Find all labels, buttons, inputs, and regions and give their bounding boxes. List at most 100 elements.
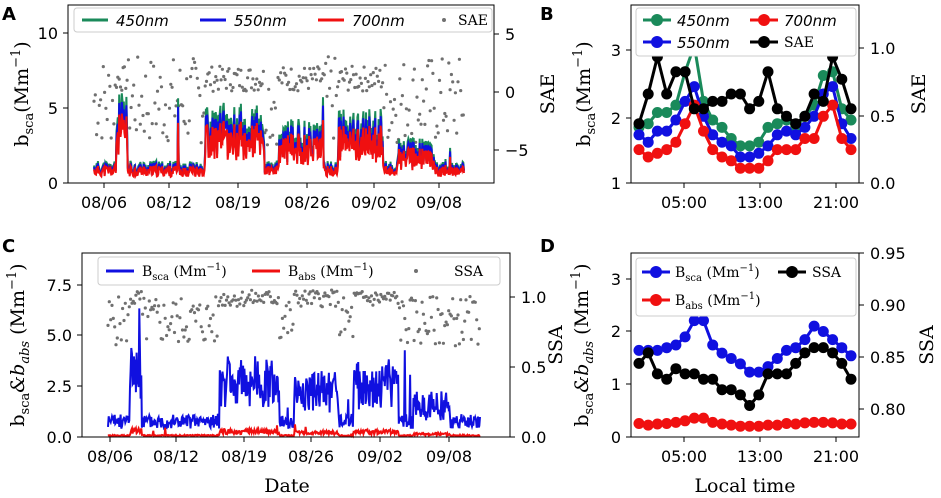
C-series-dot	[332, 290, 336, 294]
C-series-dot	[415, 310, 419, 314]
D-series-point-bsca-mm-1-	[661, 342, 673, 354]
D-series-point-babs-mm-1-	[836, 418, 848, 430]
A-series-dot	[155, 89, 160, 93]
A-series-dot	[235, 73, 239, 77]
D-series-point-babs-mm-1-	[688, 412, 700, 424]
A-series-dot	[350, 64, 354, 68]
panel-d-frame	[630, 252, 860, 438]
A-series-dot	[218, 64, 222, 68]
B-series-point-550nm	[799, 121, 811, 133]
B-series-point-700nm	[836, 133, 848, 144]
C-series-dot	[214, 295, 218, 299]
A-series-dot	[301, 76, 305, 80]
A-series-dot	[448, 88, 452, 92]
C-series-dot	[280, 316, 284, 320]
D-series-point-bsca-mm-1-	[827, 334, 839, 346]
C-series-dot	[204, 307, 209, 311]
A-series-dot	[252, 88, 256, 92]
D-series-point-bsca-mm-1-	[753, 366, 765, 378]
D-series-point-bsca-mm-1-	[781, 344, 792, 356]
A-series-dot	[109, 136, 113, 140]
C-series-dot	[375, 293, 379, 297]
panel-b-ylabel: bsca(Mm−1)	[571, 41, 599, 146]
A-series-dot	[363, 76, 367, 80]
B-series-point-sae	[734, 88, 746, 100]
A-series-dot	[339, 70, 344, 74]
C-series-dot	[196, 308, 201, 312]
panel-d-series	[633, 315, 857, 432]
C-series-dot	[236, 298, 240, 302]
B-series-point-550nm	[790, 129, 802, 141]
panel-b-y2tick-2: 1.0	[870, 39, 895, 58]
panel-letter-a: A	[2, 4, 16, 25]
A-series-dot	[271, 133, 275, 137]
A-series-dot	[240, 85, 244, 89]
A-series-dot	[304, 76, 308, 80]
A-series-dot	[133, 118, 137, 122]
C-series-dot	[111, 316, 115, 320]
C-series-dot	[335, 289, 339, 293]
A-series-dot	[193, 60, 197, 64]
panel-b-series	[633, 40, 857, 174]
A-series-dot	[256, 88, 260, 92]
B-series-point-sae	[688, 103, 700, 115]
B-series-point-sae	[845, 103, 857, 115]
panel-b-frame	[630, 4, 860, 184]
C-series-dot	[400, 300, 404, 304]
panel-a-ylabel: bsca(Mm−1)	[9, 41, 37, 146]
A-series-dot	[93, 93, 97, 97]
C-series-dot	[469, 337, 473, 341]
A-series-dot	[128, 126, 132, 130]
D-series-point-babs-mm-1-	[790, 418, 802, 430]
A-series-dot	[202, 111, 206, 115]
A-series-dot	[159, 85, 164, 89]
A-series-dot	[269, 107, 273, 111]
C-series-dot	[276, 296, 280, 300]
D-series-point-ssa	[753, 389, 765, 401]
D-series-point-ssa	[808, 342, 820, 354]
A-series-dot	[308, 67, 312, 71]
C-series-dot	[155, 310, 159, 314]
A-series-dot	[197, 86, 201, 90]
A-series-dot	[253, 82, 258, 86]
panel-a-xtick-0: 08/06	[81, 193, 127, 212]
C-series-dot	[347, 319, 351, 323]
A-series-dot	[178, 68, 182, 72]
A-series-dot	[426, 64, 430, 68]
C-series-dot	[403, 316, 407, 321]
C-series-dot	[437, 341, 441, 345]
C-series-dot	[300, 294, 304, 298]
D-series-point-bsca-mm-1-	[651, 344, 663, 356]
panel-d-xlabel: Local time	[694, 475, 795, 497]
B-series-point-700nm	[725, 155, 737, 167]
C-series-dot	[267, 290, 271, 294]
panel-a-ytick-1: 5	[48, 99, 58, 118]
A-series-dot	[199, 141, 203, 145]
A-series-dot	[419, 122, 423, 126]
A-series-dot	[110, 98, 115, 103]
A-series-dot	[210, 65, 214, 69]
C-series-dot	[295, 293, 299, 297]
A-series-dot	[191, 57, 195, 61]
A-series-dot	[296, 89, 300, 93]
A-series-dot	[223, 77, 227, 82]
C-series-dot	[166, 325, 170, 329]
A-series-dot	[255, 77, 259, 81]
A-series-dot	[317, 67, 321, 71]
C-series-dot	[256, 294, 260, 298]
A-series-dot	[453, 91, 457, 95]
C-series-dot	[234, 298, 238, 302]
C-series-dot	[147, 299, 151, 303]
C-series-dot	[388, 298, 392, 302]
C-series-dot	[167, 328, 171, 332]
C-series-dot	[198, 303, 202, 307]
A-series-dot	[244, 89, 248, 93]
D-series-point-babs-mm-1-	[762, 419, 774, 431]
C-series-dot	[255, 299, 259, 303]
panel-a-ytick-2: 10	[38, 24, 58, 43]
D-series-point-babs-mm-1-	[845, 418, 857, 430]
C-series-dot	[218, 299, 222, 303]
panel-c-xtick-3: 08/26	[288, 447, 334, 466]
panel-a-xtick-2: 08/19	[215, 193, 261, 212]
B-series-point-700nm	[799, 133, 811, 144]
